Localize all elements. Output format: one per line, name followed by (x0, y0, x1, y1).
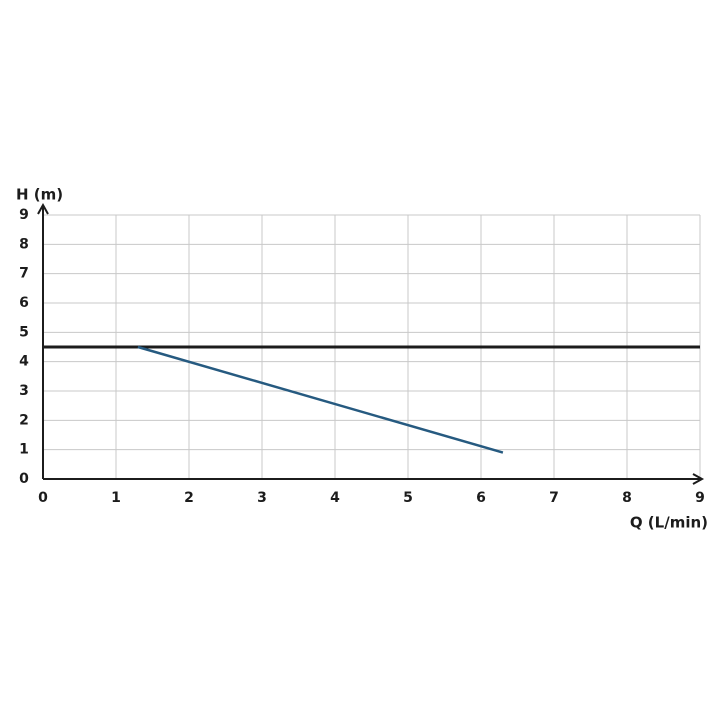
y-tick-label: 0 (19, 471, 29, 487)
y-tick-label: 9 (19, 207, 29, 223)
x-tick-label: 7 (549, 490, 559, 506)
y-tick-label: 2 (19, 412, 29, 428)
x-axis-label: Q (L/min) (630, 514, 708, 532)
y-axis-arrow (37, 202, 49, 215)
x-tick-label: 9 (695, 490, 705, 506)
x-tick-label: 8 (622, 490, 632, 506)
x-tick-label: 4 (330, 490, 340, 506)
series-line (137, 345, 504, 454)
x-axis-arrow (692, 473, 705, 485)
x-tick-label: 6 (476, 490, 486, 506)
y-tick-label: 5 (19, 324, 29, 340)
y-tick-label: 4 (19, 354, 29, 370)
x-tick-label: 1 (111, 490, 121, 506)
x-tick-label: 2 (184, 490, 194, 506)
x-tick-label: 5 (403, 490, 413, 506)
y-tick-label: 8 (19, 236, 29, 252)
y-tick-label: 1 (19, 442, 29, 458)
y-axis-label: H (m) (16, 186, 63, 204)
y-tick-label: 7 (19, 266, 29, 282)
y-tick-label: 3 (19, 383, 29, 399)
y-tick-label: 6 (19, 295, 29, 311)
x-tick-label: 3 (257, 490, 267, 506)
x-tick-label: 0 (38, 490, 48, 506)
